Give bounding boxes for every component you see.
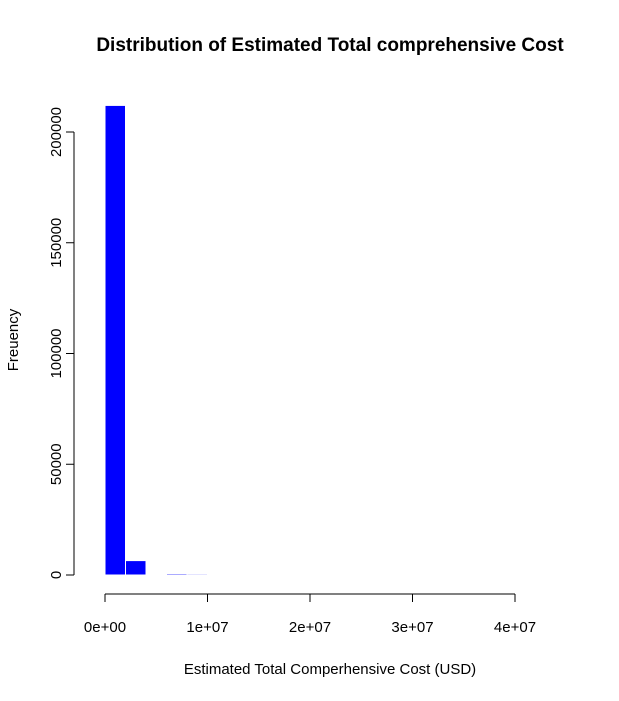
chart-title: Distribution of Estimated Total comprehe… [96, 35, 564, 56]
x-axis-label: Estimated Total Comperhensive Cost (USD) [184, 661, 476, 678]
y-tick-label: 150000 [48, 218, 65, 268]
bars-group [104, 104, 270, 576]
y-tick-label: 200000 [48, 107, 65, 157]
x-tick-label: 0e+00 [84, 619, 126, 636]
histogram-bar [125, 560, 147, 576]
y-tick-label: 100000 [48, 328, 65, 378]
y-axis-ticks: 0 50000 100000 150000 200000 [48, 107, 74, 579]
x-tick-label: 1e+07 [186, 619, 228, 636]
histogram-bar [104, 104, 126, 576]
x-tick-label: 4e+07 [494, 619, 536, 636]
histogram-bar [166, 573, 188, 576]
x-tick-label: 3e+07 [391, 619, 433, 636]
x-tick-label: 2e+07 [289, 619, 331, 636]
y-tick-label: 0 [48, 571, 65, 579]
histogram-bar [186, 573, 208, 576]
y-tick-label: 50000 [48, 443, 65, 485]
x-axis-ticks: 0e+00 1e+07 2e+07 3e+07 4e+07 [84, 594, 536, 636]
y-axis-label: Freuency [5, 308, 22, 371]
